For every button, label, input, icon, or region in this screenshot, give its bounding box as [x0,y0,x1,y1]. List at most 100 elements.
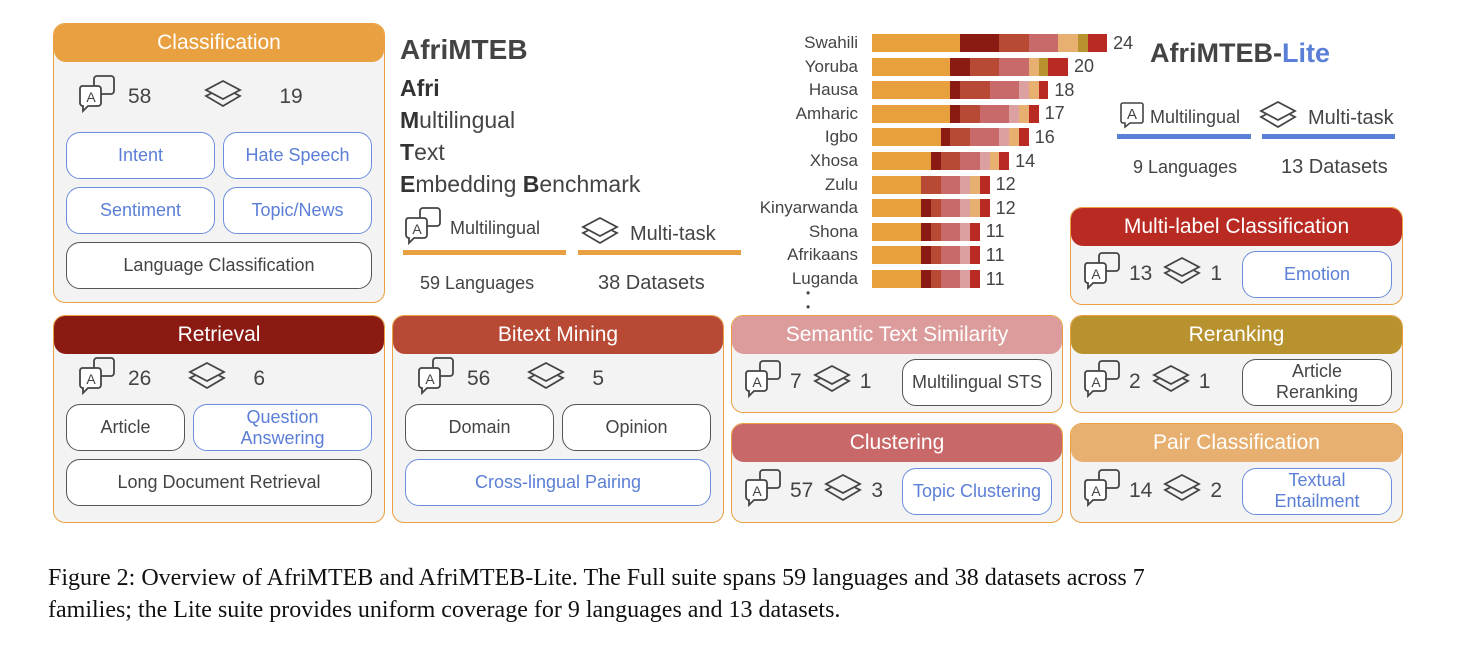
family-stats: A 14 2 Textual Entailment [1071,462,1402,520]
bar-segment-bitext-mining [950,128,970,147]
dataset-count: 19 [279,85,303,108]
acronym-line: Multilingual [400,107,516,133]
bar-total-label: 24 [1113,32,1134,53]
multilingual-label: Multilingual [1150,107,1241,127]
layers-icon [812,364,852,400]
task-chip[interactable]: Opinion [562,404,711,451]
bar-segment-bitext-mining [960,81,990,100]
bar-segment-retrieval [950,104,961,123]
task-chip[interactable]: Cross-lingual Pairing [405,459,711,506]
family-title: Bitext Mining [393,316,723,354]
multilingual-chat-icon: A [404,206,442,251]
bar-category-label: Zulu [824,174,858,194]
bar-segment-multi-label-classification [1087,34,1108,52]
lite-multitask-legend: Multi-task [1258,100,1394,136]
bar-segment-pair-classification [969,175,980,194]
bar-segment-bitext-mining [921,175,941,194]
stacked-bar: 11 [872,269,1004,289]
bar-segment-bitext-mining [999,34,1029,52]
dataset-count: 1 [859,370,872,393]
language-count: 2 [1129,370,1141,393]
multilingual-chat-icon: A [78,74,116,120]
bar-segment-clustering [960,152,980,170]
bar-segment-clustering [940,270,961,288]
lite-languages-count: 9 Languages [1133,157,1238,177]
bar-segment-clustering [940,246,961,265]
multilingual-chat-icon: A [417,356,455,402]
family-card-multi-label-classification: Multi-label Classification A 13 1 Emotion [1070,207,1403,305]
dataset-count: 2 [1210,479,1223,502]
acronym-line: Afri [400,75,440,101]
bar-segment-retrieval [940,128,951,147]
language-count: 58 [128,85,152,108]
family-card-bitext-mining: Bitext Mining A 56 5 Domain Opinion Cross-ling… [392,315,724,523]
task-chip[interactable]: Textual Entailment [1242,467,1392,515]
bar-category-label: Igbo [824,127,858,147]
bar-segment-reranking [1077,34,1088,52]
bar-segment-clustering [969,128,1000,147]
bar-segment-semantic-text-similarity [960,246,970,265]
language-count: 26 [128,367,152,390]
svg-text:A: A [425,371,435,387]
task-chip[interactable]: Language Classification [66,242,372,289]
bar-segment-classification [872,152,931,170]
family-stats: A 7 1 Multilingual STS [732,354,1062,410]
bar-segment-classification [872,246,921,265]
bar-segment-classification [872,104,951,123]
stacked-bar: 11 [872,221,1004,241]
family-card-retrieval: Retrieval A 26 6 Article Question Answering Lo… [53,315,385,523]
layers-icon [526,361,566,397]
task-chip[interactable]: Question Answering [193,404,372,451]
multilingual-chat-icon: A [744,468,782,514]
family-stats: A 56 5 [393,354,723,404]
bar-total-label: 11 [985,244,1005,265]
bar-segment-classification [872,34,961,52]
task-chip[interactable]: Emotion [1242,250,1392,298]
lite-multilingual-legend: A Multilingual [1120,101,1240,134]
stacked-bar: 20 [872,56,1094,76]
multilingual-chat-icon: A [1083,251,1121,297]
family-stats: A 57 3 Topic Clustering [732,462,1062,520]
chip-row: Article Question Answering [66,404,372,451]
svg-text:A: A [1091,374,1101,390]
family-card-pair-classification: Pair Classification A 14 2 Textual Entailmen… [1070,423,1403,523]
bar-segment-semantic-text-similarity [1009,104,1019,123]
language-count: 56 [467,367,491,390]
task-chip[interactable]: Topic/News [223,187,372,234]
bar-category-label: Yoruba [804,56,858,76]
bar-segment-retrieval [950,57,970,76]
divider [1262,134,1395,139]
task-chip[interactable]: Article Reranking [1242,358,1392,406]
acronym-line: Text [400,139,445,165]
language-count: 13 [1129,262,1153,285]
svg-text:A: A [752,374,762,390]
bar-segment-pair-classification [969,199,980,218]
task-chip[interactable]: Article [66,404,185,451]
task-chip[interactable]: Sentiment [66,187,215,234]
task-chip[interactable]: Topic Clustering [902,467,1052,515]
multilingual-chat-icon: A [744,359,782,405]
task-chip[interactable]: Domain [405,404,554,451]
family-title: Classification [54,24,384,62]
svg-text:A: A [86,89,96,105]
divider [1117,134,1251,139]
chip-row: Long Document Retrieval [66,459,372,506]
stacked-bar: 12 [872,198,1016,218]
layers-icon [580,216,620,252]
bar-category-label: Shona [808,221,858,241]
bar-segment-clustering [979,104,1010,123]
datasets-count: 38 Datasets [598,272,705,294]
multilingual-label: Multilingual [450,218,541,238]
bar-segment-pair-classification [1028,81,1039,100]
language-count: 14 [1129,479,1153,502]
task-chip[interactable]: Multilingual STS [902,358,1052,406]
task-chip[interactable]: Intent [66,132,215,179]
bar-segment-pair-classification [1009,128,1019,147]
bar-segment-multi-label-classification [979,175,990,194]
task-chip[interactable]: Long Document Retrieval [66,459,372,506]
dataset-count: 5 [592,367,605,390]
caption-line: Figure 2: Overview of AfriMTEB and AfriM… [48,565,1145,591]
task-chip[interactable]: Hate Speech [223,132,372,179]
family-card-reranking: Reranking A 2 1 Article Reranking [1070,315,1403,413]
bar-segment-bitext-mining [940,152,961,170]
